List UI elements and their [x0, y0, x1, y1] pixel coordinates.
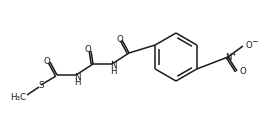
Text: H: H [74, 78, 80, 87]
Text: −: − [251, 37, 257, 46]
Text: O: O [246, 41, 253, 51]
Text: N: N [225, 52, 231, 61]
Text: N: N [74, 72, 80, 81]
Text: S: S [38, 81, 44, 91]
Text: +: + [231, 51, 236, 56]
Text: N: N [110, 61, 116, 71]
Text: O: O [240, 67, 247, 76]
Text: O: O [44, 56, 50, 66]
Text: H₃C: H₃C [10, 92, 26, 102]
Text: H: H [110, 67, 116, 76]
Text: O: O [84, 45, 91, 54]
Text: O: O [117, 35, 124, 44]
